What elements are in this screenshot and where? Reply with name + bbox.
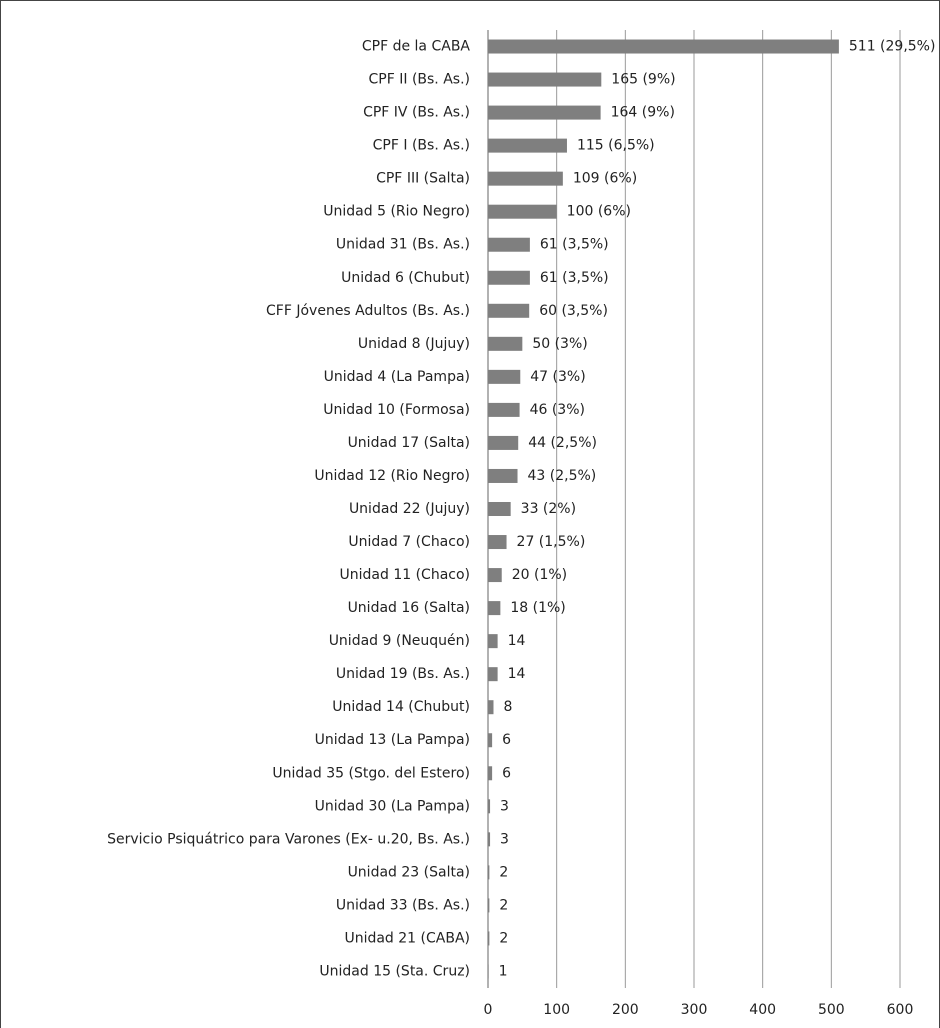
bar <box>488 700 494 715</box>
data-label: 14 <box>508 633 526 649</box>
bar <box>488 634 498 649</box>
bar <box>488 601 501 616</box>
bar <box>488 568 502 583</box>
data-label: 6 <box>502 732 511 748</box>
x-tick-label: 100 <box>543 1002 570 1018</box>
bar <box>488 72 602 87</box>
data-label: 43 (2,5%) <box>528 468 597 484</box>
y-tick-label: Unidad 23 (Salta) <box>348 864 470 880</box>
y-tick-label: Unidad 35 (Stgo. del Estero) <box>272 765 470 781</box>
x-tick-label: 500 <box>818 1002 845 1018</box>
data-label: 2 <box>499 897 508 913</box>
bar <box>488 898 490 913</box>
y-tick-label: CPF de la CABA <box>362 39 471 55</box>
y-tick-label: CPF III (Salta) <box>376 171 470 187</box>
y-tick-label: Unidad 8 (Jujuy) <box>358 336 470 352</box>
data-label: 33 (2%) <box>521 501 576 517</box>
y-tick-label: Unidad 16 (Salta) <box>348 600 470 616</box>
bar <box>488 171 563 186</box>
y-tick-label: Unidad 31 (Bs. As.) <box>336 237 470 253</box>
bar <box>488 931 490 946</box>
bar <box>488 369 521 384</box>
bar <box>488 105 601 120</box>
y-tick-label: CPF IV (Bs. As.) <box>363 105 470 121</box>
data-label: 8 <box>503 699 512 715</box>
y-tick-label: Unidad 5 (Rio Negro) <box>323 204 470 220</box>
y-tick-label: CPF I (Bs. As.) <box>373 138 470 154</box>
bar <box>488 766 493 781</box>
data-label: 3 <box>500 831 509 847</box>
y-tick-label: Unidad 9 (Neuquén) <box>329 633 470 649</box>
x-tick-label: 400 <box>749 1002 776 1018</box>
y-tick-label: Unidad 19 (Bs. As.) <box>336 666 470 682</box>
data-label: 44 (2,5%) <box>528 435 597 451</box>
bar <box>488 502 511 516</box>
data-label: 2 <box>499 930 508 946</box>
y-tick-label: Unidad 30 (La Pampa) <box>315 798 470 814</box>
bar <box>488 435 519 450</box>
data-label: 109 (6%) <box>573 171 637 187</box>
y-tick-label: Unidad 13 (La Pampa) <box>315 732 470 748</box>
bar <box>488 733 493 748</box>
y-tick-label: Unidad 6 (Chubut) <box>341 270 470 286</box>
y-tick-label: Unidad 14 (Chubut) <box>332 699 470 715</box>
bar <box>488 865 490 880</box>
bar <box>488 832 491 847</box>
bar <box>488 799 491 814</box>
bar <box>488 468 518 483</box>
data-label: 6 <box>502 765 511 781</box>
y-tick-label: Unidad 15 (Sta. Cruz) <box>319 963 470 979</box>
bar <box>488 138 567 153</box>
y-tick-label: Unidad 7 (Chaco) <box>348 534 470 550</box>
bar <box>488 270 530 285</box>
y-tick-label: Unidad 17 (Salta) <box>348 435 470 451</box>
y-tick-label: Servicio Psiquátrico para Varones (Ex- u… <box>107 831 470 847</box>
data-label: 47 (3%) <box>530 369 585 385</box>
y-tick-label: Unidad 4 (La Pampa) <box>324 369 470 385</box>
data-label: 165 (9%) <box>611 72 675 88</box>
bar <box>488 303 530 318</box>
data-label: 164 (9%) <box>611 105 675 121</box>
bar <box>488 336 523 351</box>
data-label: 20 (1%) <box>512 567 567 583</box>
data-label: 14 <box>508 666 526 682</box>
data-label: 100 (6%) <box>567 204 631 220</box>
bar <box>488 237 530 252</box>
x-tick-label: 200 <box>612 1002 639 1018</box>
y-tick-label: Unidad 12 (Rio Negro) <box>314 468 470 484</box>
data-label: 27 (1,5%) <box>517 534 586 550</box>
data-label: 511 (29,5%) <box>849 39 936 55</box>
y-tick-label: Unidad 33 (Bs. As.) <box>336 897 470 913</box>
x-tick-label: 0 <box>484 1002 493 1018</box>
y-tick-label: CFF Jóvenes Adultos (Bs. As.) <box>266 303 470 319</box>
x-tick-label: 300 <box>681 1002 708 1018</box>
y-tick-label: Unidad 22 (Jujuy) <box>349 501 470 517</box>
data-label: 61 (3,5%) <box>540 270 609 286</box>
y-tick-label: Unidad 11 (Chaco) <box>340 567 471 583</box>
bar <box>488 39 839 54</box>
y-tick-label: CPF II (Bs. As.) <box>369 72 470 88</box>
bar <box>488 402 520 417</box>
bar <box>488 204 557 219</box>
bar <box>488 667 498 682</box>
x-tick-label: 600 <box>887 1002 914 1018</box>
data-label: 2 <box>499 864 508 880</box>
data-label: 50 (3%) <box>532 336 587 352</box>
data-label: 46 (3%) <box>530 402 585 418</box>
data-label: 115 (6,5%) <box>577 138 655 154</box>
bar <box>488 964 489 979</box>
bar <box>488 535 507 550</box>
data-label: 60 (3,5%) <box>539 303 608 319</box>
data-label: 18 (1%) <box>510 600 565 616</box>
y-tick-label: Unidad 21 (CABA) <box>344 930 470 946</box>
data-label: 3 <box>500 798 509 814</box>
y-tick-label: Unidad 10 (Formosa) <box>323 402 470 418</box>
data-label: 61 (3,5%) <box>540 237 609 253</box>
data-label: 1 <box>499 963 508 979</box>
